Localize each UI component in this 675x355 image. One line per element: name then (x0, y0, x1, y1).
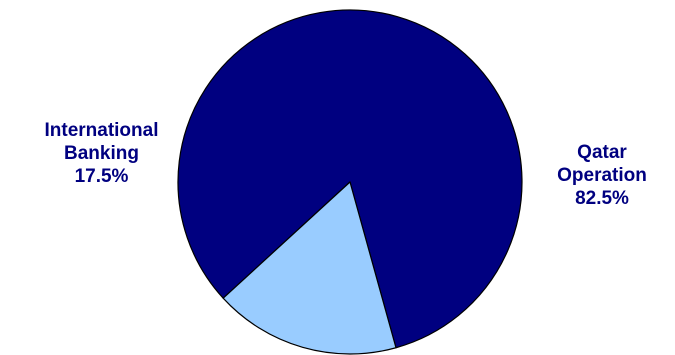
slice-name-line-1: Qatar (577, 142, 627, 163)
pie-slice-international-banking (222, 181, 397, 355)
slice-label-qatar-operation: Qatar Operation 82.5% (532, 141, 672, 210)
slice-percent: 82.5% (575, 188, 629, 209)
pie-slice-qatar-operation (177, 9, 523, 349)
slice-label-international-banking: International Banking 17.5% (14, 119, 189, 188)
slice-name-line-2: Operation (557, 165, 647, 186)
slice-name-line-1: International (44, 120, 159, 141)
slice-name-line-2: Banking (64, 143, 139, 164)
slice-percent: 17.5% (74, 166, 129, 187)
